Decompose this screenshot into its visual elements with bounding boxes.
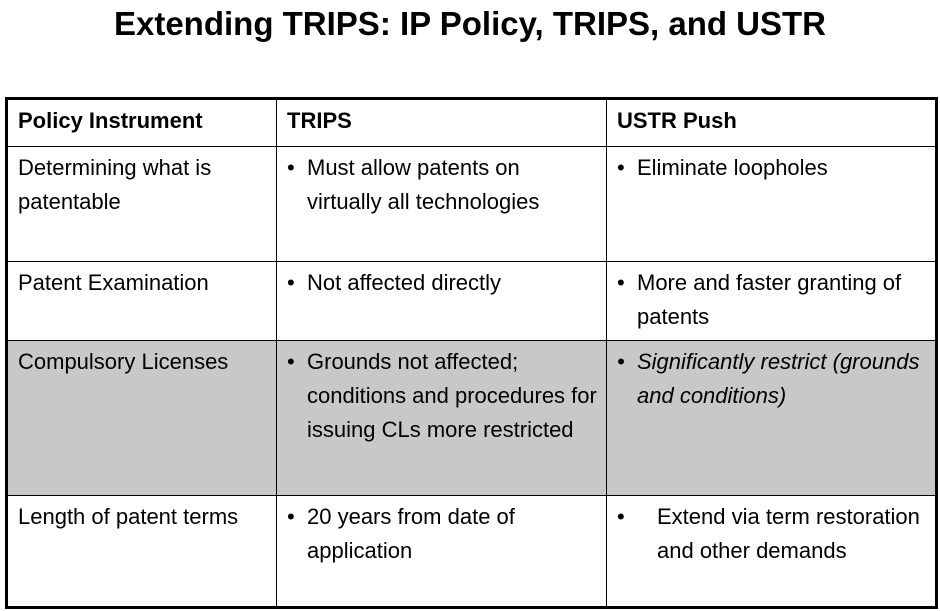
- cell-text: Determining what is patentable: [18, 155, 212, 214]
- bullet: • Not affected directly: [287, 266, 598, 300]
- title: Extending TRIPS: IP Policy, TRIPS, and U…: [113, 5, 827, 42]
- cell-text: Significantly restrict (grounds and cond…: [637, 349, 920, 408]
- cell-text: Length of patent terms: [18, 504, 239, 529]
- row: Length of patent terms • 20 years from da…: [6, 495, 937, 608]
- cell: • Eliminate loopholes: [606, 146, 937, 262]
- cell-text: Extend via term restoration and other de…: [657, 504, 920, 563]
- cell: Compulsory Licenses: [6, 340, 277, 496]
- cell: • More and faster granting of patents: [606, 261, 937, 341]
- cell-text: Eliminate loopholes: [637, 155, 828, 180]
- cell: Length of patent terms: [6, 495, 277, 608]
- cell-text: Grounds not affected; conditions and pro…: [307, 349, 597, 442]
- bullet: • Extend via term restoration and other d…: [617, 500, 927, 568]
- cell: • Must allow patents on virtually all tec…: [276, 146, 607, 262]
- header-cell: USTR Push: [606, 98, 937, 147]
- header-cell: Policy Instrument: [6, 98, 277, 147]
- cell-text: More and faster granting of patents: [637, 270, 902, 329]
- bullet: • Grounds not affected; conditions and pr…: [287, 345, 598, 447]
- bullet: • Must allow patents on virtually all tec…: [287, 151, 598, 219]
- bullet: • Eliminate loopholes: [617, 151, 927, 185]
- header-row: Policy Instrument TRIPS USTR Push: [6, 98, 937, 147]
- row: Compulsory Licenses • Grounds not affecte…: [6, 340, 937, 496]
- header-cell: TRIPS: [276, 98, 607, 147]
- cell: • Significantly restrict (grounds and con…: [606, 340, 937, 496]
- cell-text: Compulsory Licenses: [18, 349, 229, 374]
- cell: • 20 years from date of application: [276, 495, 607, 608]
- cell: Determining what is patentable: [6, 146, 277, 262]
- row: Determining what is patentable • Must all…: [6, 146, 937, 262]
- bullet: • More and faster granting of patents: [617, 266, 927, 334]
- policy-table: Policy Instrument TRIPS USTR Push Determ…: [5, 97, 938, 609]
- bullet: • Significantly restrict (grounds and con…: [617, 345, 927, 413]
- cell-text: Not affected directly: [307, 270, 502, 295]
- cell-text: Must allow patents on virtually all tech…: [307, 155, 540, 214]
- cell: • Grounds not affected; conditions and pr…: [276, 340, 607, 496]
- cell: • Not affected directly: [276, 261, 607, 341]
- row: Patent Examination • Not affected directl…: [6, 261, 937, 341]
- cell: Patent Examination: [6, 261, 277, 341]
- cell-text: 20 years from date of application: [307, 504, 515, 563]
- cell: • Extend via term restoration and other d…: [606, 495, 937, 608]
- cell-text: Patent Examination: [18, 270, 209, 295]
- bullet: • 20 years from date of application: [287, 500, 598, 568]
